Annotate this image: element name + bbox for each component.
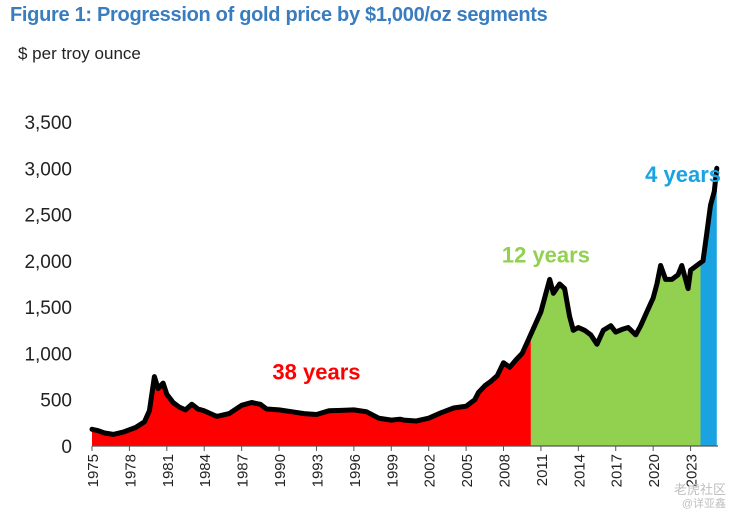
segment-area-1 [92, 334, 531, 446]
y-tick-label: 500 [40, 391, 72, 412]
chart-title: Figure 1: Progression of gold price by $… [10, 4, 548, 26]
y-tick-label: 3,000 [24, 159, 72, 180]
x-tick-label: 2014 [571, 454, 588, 487]
watermark-text: 老虎社区 [673, 482, 726, 497]
y-tick-label: 1,500 [24, 298, 72, 319]
x-tick-label: 1978 [122, 454, 139, 487]
x-tick-label: 2017 [609, 454, 626, 487]
watermark-handle: @详亚鑫 [681, 498, 726, 510]
y-tick-label: 2,500 [24, 206, 72, 227]
y-tick-label: 3,500 [24, 113, 72, 134]
price-line [89, 165, 720, 437]
watermark: 老虎社区 @详亚鑫 [674, 482, 726, 512]
x-tick-label: 2002 [422, 454, 439, 487]
y-axis-unit-label: $ per troy ounce [18, 44, 141, 63]
x-tick-label: 2023 [684, 454, 701, 487]
segment-area-2 [530, 262, 701, 446]
x-tick-label: 1981 [160, 454, 177, 487]
x-tick-label: 2005 [459, 454, 476, 487]
x-tick-label: 2011 [534, 454, 551, 486]
y-tick-label: 1,000 [24, 344, 72, 365]
x-tick-label: 1993 [309, 454, 326, 487]
segment-label-3: 4 years [645, 162, 721, 187]
y-tick-label: 2,000 [24, 252, 72, 273]
x-tick-label: 1984 [197, 454, 214, 487]
x-tick-label: 1987 [235, 454, 252, 487]
x-tick-label: 1999 [384, 454, 401, 487]
x-tick-label: 2008 [497, 454, 514, 487]
segment-label-1: 38 years [272, 359, 360, 384]
x-tick-label: 1975 [85, 454, 102, 487]
x-tick-label: 1996 [347, 454, 364, 487]
x-tick-label: 2020 [646, 454, 663, 487]
x-tick-label: 1990 [272, 454, 289, 487]
segment-area-3 [700, 168, 717, 447]
segment-label-2: 12 years [502, 243, 590, 268]
y-tick-label: 0 [61, 437, 72, 458]
